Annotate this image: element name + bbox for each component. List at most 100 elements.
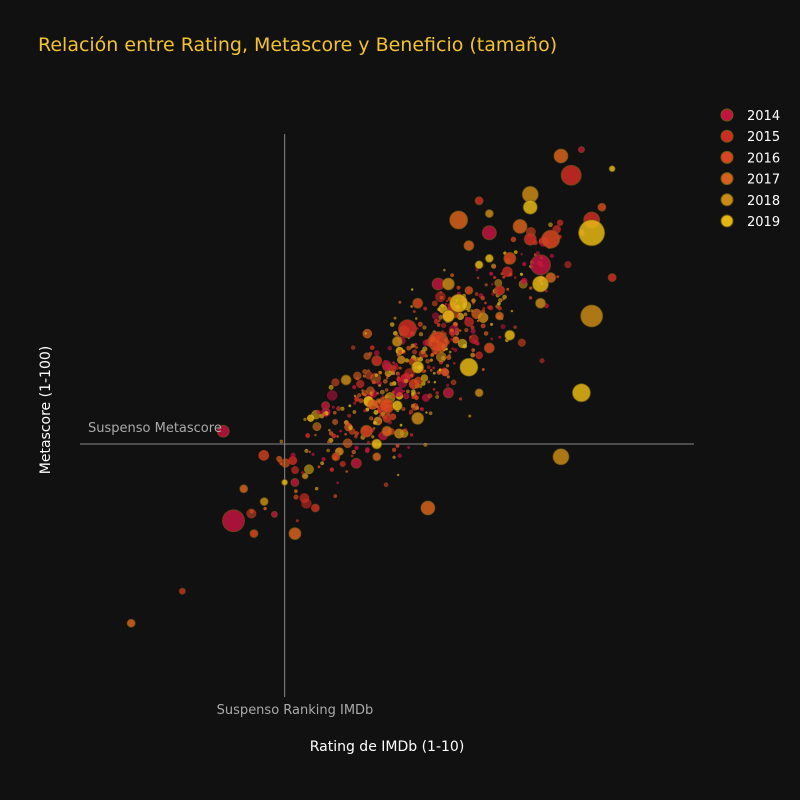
data-point-2014 bbox=[382, 362, 392, 372]
background-point bbox=[304, 448, 309, 453]
background-point bbox=[430, 353, 434, 357]
background-point bbox=[482, 306, 486, 310]
background-point bbox=[412, 381, 415, 385]
data-point-2015 bbox=[310, 503, 320, 513]
background-point bbox=[442, 268, 446, 272]
background-point bbox=[391, 447, 397, 453]
background-point bbox=[355, 376, 360, 381]
background-point bbox=[393, 386, 404, 397]
background-point bbox=[475, 341, 480, 346]
background-point bbox=[445, 299, 449, 303]
data-point-2018 bbox=[391, 336, 403, 348]
background-point bbox=[389, 322, 395, 327]
legend-label: 2018 bbox=[747, 194, 780, 209]
background-point bbox=[412, 310, 416, 314]
background-point bbox=[471, 338, 476, 343]
data-point-2016 bbox=[464, 285, 474, 295]
background-point bbox=[519, 272, 524, 276]
data-point-2015 bbox=[560, 164, 582, 186]
data-point-2015 bbox=[474, 196, 484, 206]
legend-item-2014[interactable]: 2014 bbox=[720, 108, 780, 124]
background-point bbox=[415, 345, 419, 349]
legend-label: 2015 bbox=[747, 130, 780, 145]
background-point bbox=[363, 409, 367, 413]
plot-area bbox=[80, 134, 694, 697]
background-point bbox=[354, 396, 360, 402]
data-point-2017 bbox=[288, 527, 302, 541]
data-point-2016 bbox=[427, 331, 449, 353]
background-point bbox=[471, 298, 476, 303]
background-point bbox=[470, 309, 474, 313]
background-point bbox=[433, 318, 439, 325]
metascore-fail-label: Suspenso Metascore bbox=[88, 421, 222, 436]
data-point-2019 bbox=[474, 260, 484, 270]
background-point bbox=[362, 328, 373, 339]
background-point bbox=[450, 332, 455, 337]
background-point bbox=[431, 312, 440, 320]
legend-marker bbox=[720, 214, 734, 228]
background-point bbox=[279, 439, 284, 444]
background-point bbox=[408, 409, 414, 414]
background-point bbox=[373, 350, 380, 356]
legend-item-2018[interactable]: 2018 bbox=[720, 193, 780, 209]
data-point-2019 bbox=[578, 219, 606, 247]
background-point bbox=[336, 435, 340, 438]
background-point bbox=[403, 428, 408, 433]
background-point bbox=[455, 314, 460, 319]
background-point bbox=[470, 352, 476, 358]
background-point bbox=[304, 464, 314, 475]
background-point bbox=[480, 323, 486, 329]
background-point bbox=[410, 403, 416, 409]
background-point bbox=[564, 261, 572, 269]
legend-item-2016[interactable]: 2016 bbox=[720, 150, 780, 166]
background-point bbox=[423, 442, 428, 447]
background-point bbox=[497, 301, 501, 306]
data-point-2014 bbox=[222, 509, 245, 533]
background-point bbox=[291, 466, 300, 475]
background-point bbox=[438, 368, 442, 372]
background-point bbox=[492, 275, 497, 280]
background-point bbox=[417, 321, 423, 327]
background-point bbox=[393, 316, 397, 320]
background-point bbox=[517, 338, 526, 347]
background-point bbox=[369, 416, 374, 421]
data-point-2017 bbox=[495, 311, 505, 321]
data-point-2017 bbox=[512, 218, 528, 234]
background-point bbox=[383, 482, 389, 488]
background-point bbox=[414, 317, 418, 320]
background-point bbox=[490, 283, 494, 286]
background-point bbox=[474, 292, 479, 296]
legend-item-2017[interactable]: 2017 bbox=[720, 172, 780, 188]
data-point-2017 bbox=[449, 210, 469, 230]
background-point bbox=[435, 394, 440, 399]
background-point bbox=[502, 294, 507, 300]
background-point bbox=[418, 332, 424, 337]
data-point-2014 bbox=[270, 510, 278, 518]
background-point bbox=[510, 309, 514, 313]
background-point bbox=[440, 303, 445, 308]
background-point bbox=[366, 440, 371, 444]
data-point-2014 bbox=[321, 401, 331, 411]
background-point bbox=[467, 309, 471, 313]
background-point bbox=[404, 368, 415, 379]
background-point bbox=[374, 373, 378, 378]
background-point bbox=[293, 489, 298, 494]
background-point bbox=[398, 366, 402, 370]
legend-item-2019[interactable]: 2019 bbox=[720, 214, 780, 230]
background-point bbox=[356, 379, 365, 389]
background-point bbox=[336, 406, 342, 412]
background-point bbox=[497, 306, 502, 311]
data-point-2019 bbox=[504, 329, 516, 341]
data-point-2015 bbox=[178, 587, 186, 595]
data-point-2015 bbox=[397, 319, 417, 339]
legend-item-2015[interactable]: 2015 bbox=[720, 129, 780, 145]
background-point bbox=[352, 401, 357, 405]
background-point bbox=[348, 425, 353, 430]
x-axis-label: Rating de IMDb (1-10) bbox=[310, 739, 465, 755]
background-point bbox=[414, 342, 418, 346]
background-point bbox=[489, 271, 494, 276]
background-point bbox=[306, 414, 315, 422]
background-point bbox=[396, 473, 400, 477]
